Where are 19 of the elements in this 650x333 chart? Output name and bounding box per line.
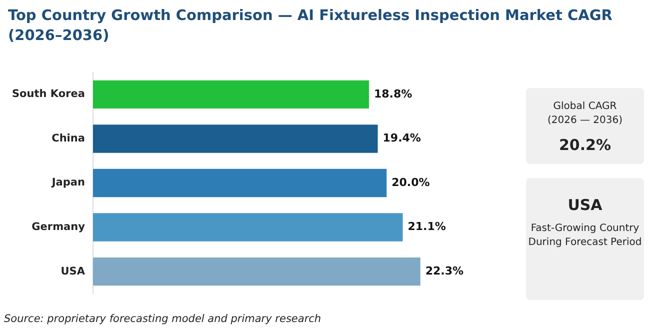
source-note: Source: proprietary forecasting model and primary research <box>4 313 322 325</box>
bar <box>92 124 378 153</box>
y-tick-label: South Korea <box>12 88 85 100</box>
y-tick-label: China <box>52 132 85 144</box>
chart-title: Top Country Growth Comparison — AI Fixtureless Inspection Market CAGR (2026–2036) <box>8 7 614 46</box>
bar <box>92 80 369 109</box>
bar <box>92 168 387 198</box>
bar <box>92 257 420 286</box>
y-tick-label: USA <box>60 265 86 278</box>
info-card: Global CAGR (2026 — 2036) 20.2% <box>526 88 644 164</box>
data-label: 19.4% <box>382 132 421 145</box>
data-label: 21.1% <box>408 220 446 234</box>
y-tick-label: Germany <box>32 221 86 234</box>
info-card: USA Fast-Growing Country During Forecast Period <box>526 178 644 300</box>
data-label: 22.3% <box>425 264 464 278</box>
y-tick-label: Japan <box>50 176 85 189</box>
bar <box>92 213 403 242</box>
data-label: 18.8% <box>374 87 412 100</box>
data-label: 20.0% <box>392 176 430 189</box>
